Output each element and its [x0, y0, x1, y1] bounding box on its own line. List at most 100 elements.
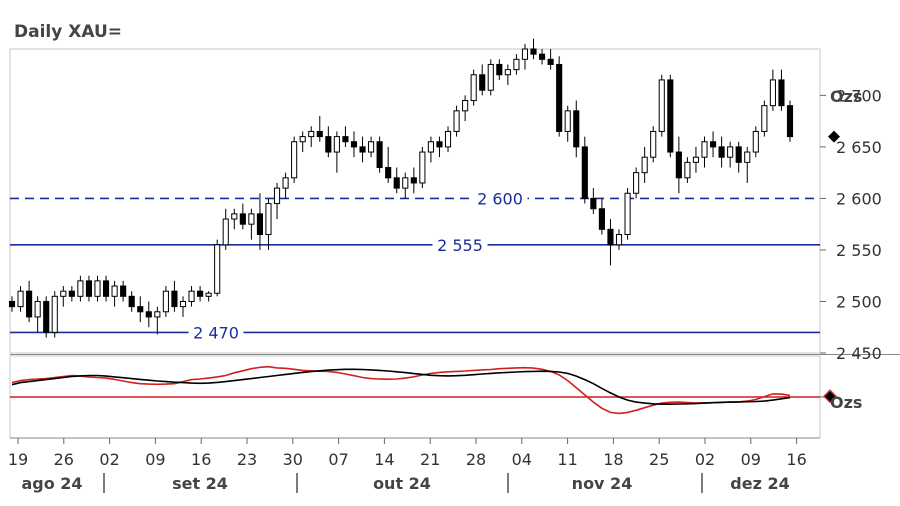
candle-down	[496, 63, 503, 76]
candle-down	[26, 290, 33, 318]
price-unit-label: Ozs	[830, 87, 862, 106]
x-tick-label: 18	[603, 450, 623, 469]
candle-down	[718, 146, 725, 158]
candle-down	[316, 130, 323, 138]
x-tick-label: 09	[145, 450, 165, 469]
x-tick-label: 07	[328, 450, 348, 469]
candle-up	[214, 244, 221, 294]
y-tick-label: 2 550	[836, 241, 882, 260]
candle-down	[171, 290, 178, 308]
candle-up	[513, 58, 520, 71]
candle-down	[120, 285, 127, 297]
candle-down	[786, 105, 794, 138]
x-month-label: dez 24	[730, 474, 789, 493]
candle-up	[521, 48, 529, 60]
candle-up	[453, 110, 460, 132]
candle-up	[444, 130, 452, 148]
macd-layer	[10, 365, 837, 415]
macd-signal-marker	[823, 389, 837, 403]
candle-down	[547, 58, 554, 65]
x-tick-label: 16	[786, 450, 806, 469]
candle-up	[17, 290, 24, 308]
candle-down	[325, 136, 332, 153]
chart-title: Daily XAU=	[14, 22, 123, 42]
candle-down	[556, 63, 563, 132]
candle-down	[573, 110, 580, 148]
macd-last-marker	[824, 391, 836, 403]
candle-up	[624, 192, 631, 235]
candle-up	[179, 300, 187, 308]
candle-down	[68, 290, 75, 297]
y-tick-label: 2 500	[836, 292, 882, 311]
y-tick-label: 2 450	[836, 344, 882, 363]
macd-line	[11, 368, 791, 406]
price-panel-frame	[9, 48, 821, 354]
candle-up	[282, 177, 289, 189]
x-tick-label: 14	[374, 450, 394, 469]
candle-up	[641, 156, 648, 174]
candle-down	[590, 197, 597, 210]
level-label-bg	[188, 322, 244, 343]
level-label-bg	[472, 188, 528, 209]
candle-up	[188, 290, 195, 302]
candle-up	[291, 141, 298, 179]
candle-up	[419, 151, 426, 184]
candle-down	[376, 141, 383, 169]
x-month-label: ago 24	[21, 474, 82, 493]
candle-up	[94, 280, 101, 297]
y-tick-label: 2 700	[836, 86, 882, 105]
candle-up	[744, 151, 751, 163]
candle-up	[615, 233, 623, 246]
candle-up	[111, 285, 118, 297]
last-price-marker	[828, 130, 840, 143]
candle-up	[769, 79, 776, 107]
x-tick-label: 11	[557, 450, 577, 469]
x-tick-label: 25	[649, 450, 669, 469]
candle-down	[128, 295, 135, 308]
candle-up	[752, 130, 759, 153]
candle-up	[564, 110, 571, 132]
candle-down	[675, 151, 682, 179]
candle-down	[350, 141, 358, 148]
price-axis: 2 450 2 500 2 550 2 600 2 650 2 700	[820, 86, 882, 363]
candle-up	[308, 130, 315, 138]
x-tick-label: 26	[54, 450, 74, 469]
candle-down	[479, 74, 486, 91]
candle-up	[51, 295, 58, 333]
candle-down	[410, 177, 417, 184]
candle-up	[265, 203, 272, 235]
levels-layer: 2 600 2 555 2 470	[10, 188, 820, 343]
y-tick-label: 2 600	[836, 189, 882, 208]
candle-down	[709, 141, 717, 148]
candle-up	[633, 172, 640, 194]
x-month-label: out 24	[373, 474, 431, 493]
candle-down	[385, 167, 392, 179]
x-month-label: nov 24	[572, 474, 633, 493]
candle-down	[393, 177, 400, 189]
candle-up	[222, 218, 229, 246]
candle-down	[530, 48, 537, 55]
candle-up	[427, 141, 434, 153]
candle-down	[436, 141, 443, 148]
candle-up	[470, 74, 477, 102]
candle-up	[299, 136, 306, 143]
macd-signal-line	[11, 365, 791, 415]
x-tick-label: 30	[283, 450, 303, 469]
level-label: 2 600	[477, 189, 523, 208]
candle-up	[462, 100, 469, 112]
level-label-bg	[432, 234, 488, 255]
candle-up	[154, 311, 161, 318]
candle-up	[402, 177, 409, 189]
candle-down	[598, 208, 605, 230]
x-tick-label: 04	[512, 450, 532, 469]
macd-unit-label: Ozs	[830, 393, 862, 412]
candle-down	[239, 213, 246, 225]
candle-up	[273, 187, 281, 205]
candle-up	[77, 280, 84, 297]
candle-up	[162, 290, 169, 313]
level-label: 2 470	[193, 323, 239, 342]
candle-up	[504, 69, 511, 76]
candle-up	[692, 156, 700, 163]
candle-up	[727, 146, 734, 158]
